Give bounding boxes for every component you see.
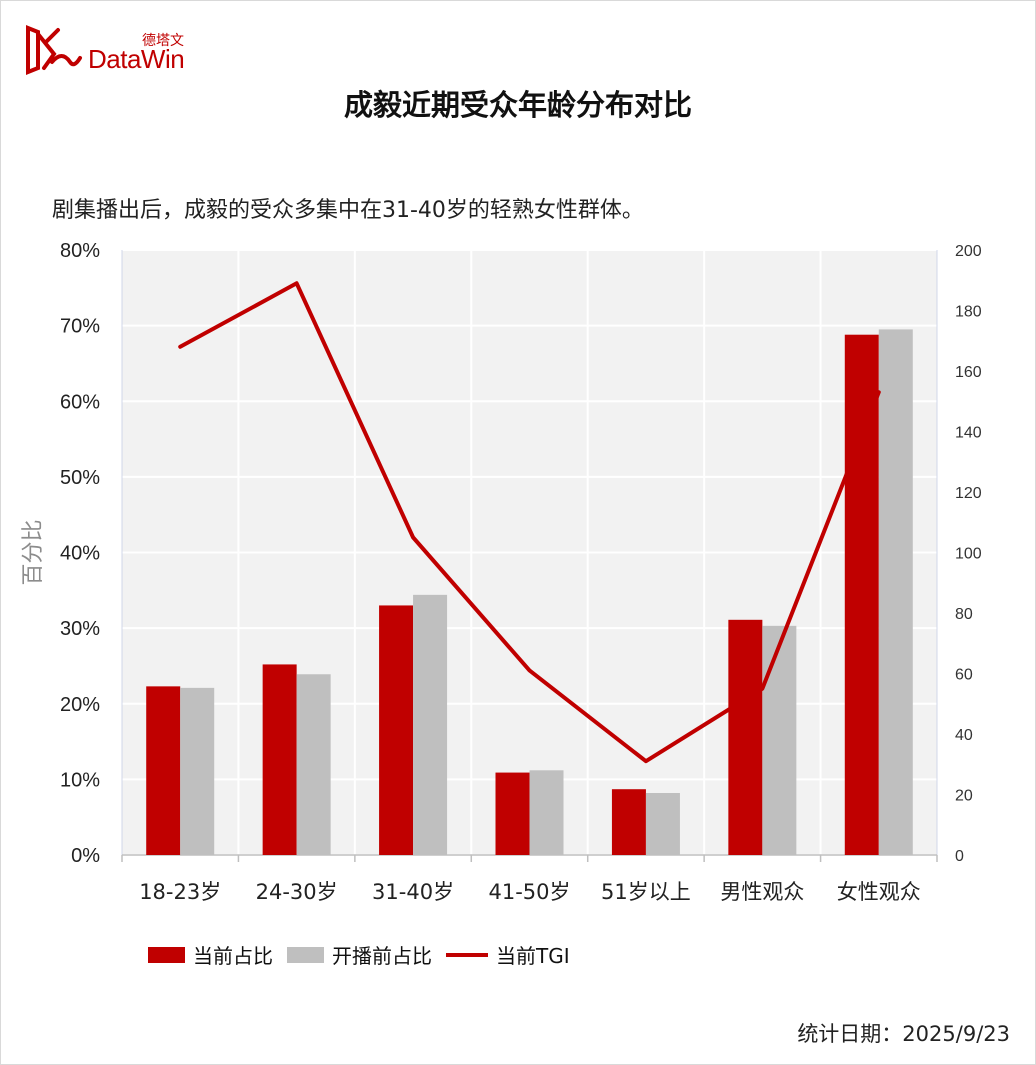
logo-brand-text: DataWin bbox=[88, 44, 185, 74]
y2-tick-label: 60 bbox=[955, 667, 973, 684]
y-tick-label: 0% bbox=[71, 845, 100, 867]
y2-tick-label: 80 bbox=[955, 606, 973, 623]
bar-before bbox=[645, 792, 680, 855]
chart-title: 成毅近期受众年龄分布对比 bbox=[343, 88, 692, 122]
bar-current bbox=[495, 772, 530, 855]
y2-tick-label: 0 bbox=[955, 848, 964, 865]
y2-tick-label: 200 bbox=[955, 243, 982, 260]
legend-item-before: 开播前占比 bbox=[287, 940, 432, 969]
bar-before bbox=[878, 329, 913, 855]
y-tick-label: 80% bbox=[60, 240, 100, 262]
y2-tick-label: 180 bbox=[955, 304, 982, 321]
x-tick-label: 31-40岁 bbox=[372, 880, 454, 904]
y-tick-label: 20% bbox=[60, 694, 100, 716]
y2-tick-label: 100 bbox=[955, 546, 982, 563]
y-tick-label: 50% bbox=[60, 467, 100, 489]
bar-current bbox=[262, 664, 297, 855]
bar-current bbox=[146, 686, 181, 855]
bar-current bbox=[844, 334, 879, 855]
x-tick-label: 18-23岁 bbox=[139, 880, 221, 904]
bar-current bbox=[728, 619, 763, 855]
x-tick-label: 41-50岁 bbox=[488, 880, 570, 904]
legend-label-tgi: 当前TGI bbox=[496, 944, 570, 968]
x-tick-label: 24-30岁 bbox=[256, 880, 338, 904]
x-tick-label: 男性观众 bbox=[720, 880, 804, 904]
bar-before bbox=[413, 594, 448, 855]
x-tick-label: 51岁以上 bbox=[601, 880, 691, 904]
bar-current bbox=[611, 789, 646, 855]
bar-current bbox=[379, 605, 414, 855]
datawin-logo: 德塔文 DataWin bbox=[24, 22, 204, 78]
legend-swatch-current bbox=[148, 946, 185, 963]
x-tick-label: 女性观众 bbox=[837, 880, 921, 904]
y2-tick-label: 140 bbox=[955, 425, 982, 442]
y2-tick-label: 120 bbox=[955, 485, 982, 502]
chart-subtitle: 剧集播出后，成毅的受众多集中在31-40岁的轻熟女性群体。 bbox=[52, 198, 644, 223]
y-tick-label: 40% bbox=[60, 543, 100, 565]
chart-legend: 当前占比 开播前占比 当前TGI bbox=[148, 940, 570, 969]
legend-item-tgi: 当前TGI bbox=[446, 940, 570, 969]
datawin-logo-mark-icon bbox=[26, 25, 82, 75]
legend-label-before: 开播前占比 bbox=[332, 944, 432, 968]
y2-tick-label: 160 bbox=[955, 364, 982, 381]
legend-label-current: 当前占比 bbox=[193, 944, 273, 968]
logo-cn-text: 德塔文 bbox=[142, 33, 184, 49]
legend-item-current: 当前占比 bbox=[148, 940, 273, 969]
legend-swatch-before bbox=[287, 946, 324, 963]
y-tick-label: 60% bbox=[60, 391, 100, 413]
bar-before bbox=[529, 770, 564, 855]
y-tick-label: 70% bbox=[60, 316, 100, 338]
y2-tick-label: 40 bbox=[955, 727, 973, 744]
bar-before bbox=[180, 687, 215, 855]
bar-before bbox=[296, 674, 331, 855]
y2-tick-label: 20 bbox=[955, 788, 973, 805]
bar-before bbox=[762, 625, 797, 855]
legend-swatch-tgi bbox=[446, 952, 488, 957]
y-axis-title: 百分比 bbox=[21, 519, 46, 585]
y-tick-label: 30% bbox=[60, 618, 100, 640]
footer-date: 统计日期：2025/9/23 bbox=[797, 1022, 1010, 1046]
y-tick-label: 10% bbox=[60, 769, 100, 791]
